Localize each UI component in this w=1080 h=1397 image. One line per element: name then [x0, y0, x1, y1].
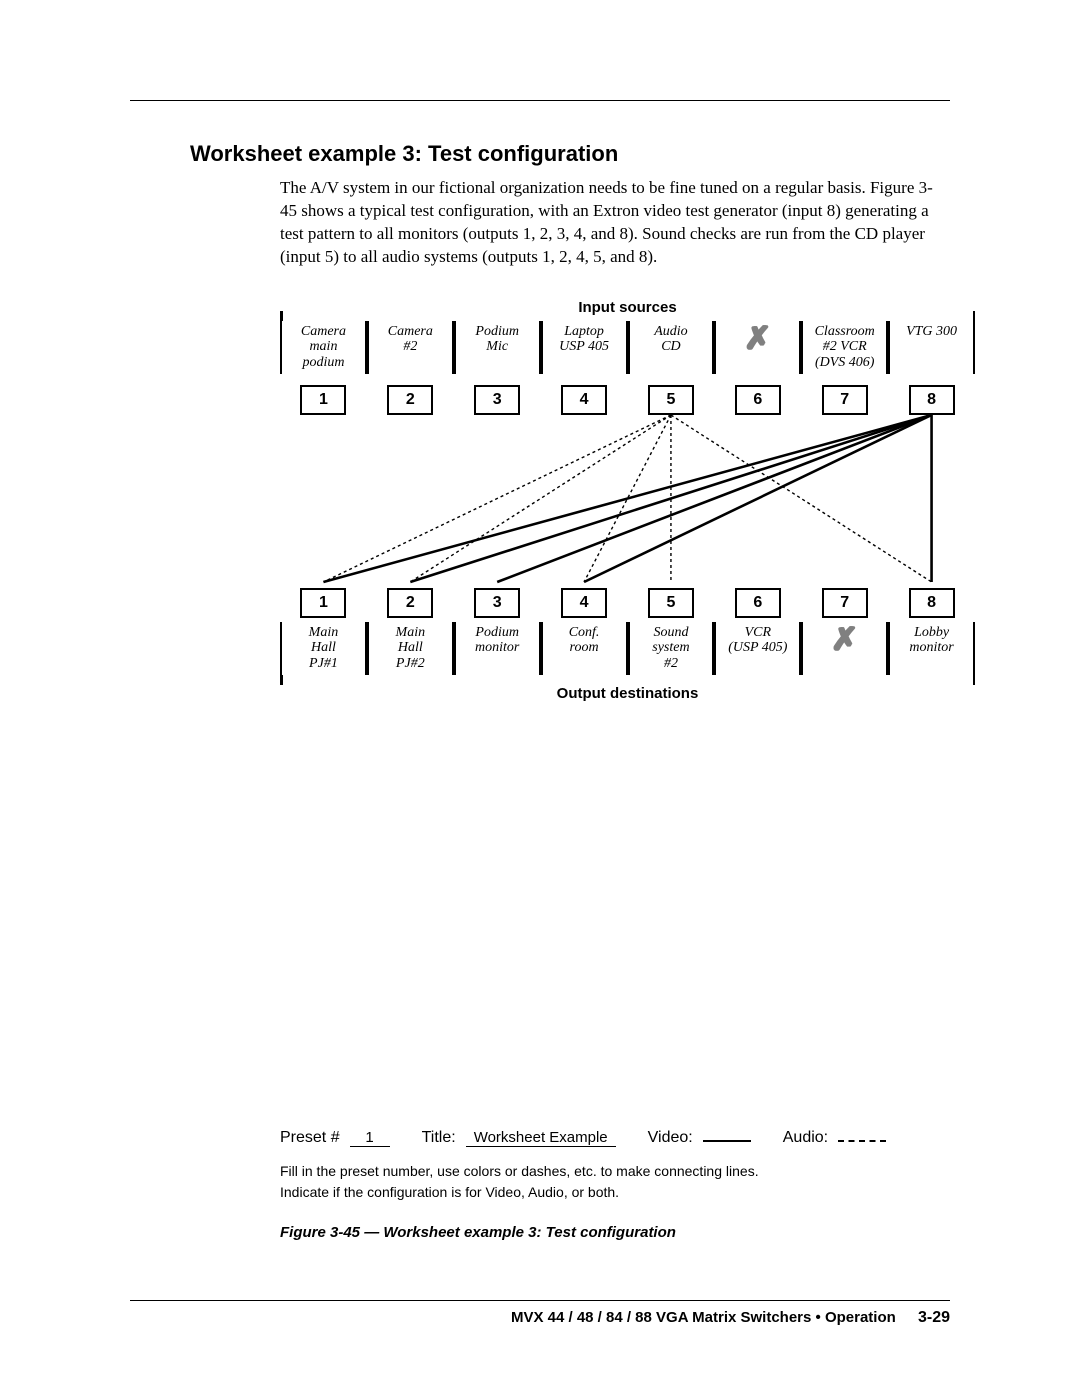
connection-line	[584, 415, 671, 582]
output-label-cell: Sound system #2	[628, 622, 715, 675]
port-number-box: 1	[300, 385, 346, 415]
input-number-cell: 3	[454, 379, 541, 421]
port-number-box: 7	[822, 588, 868, 618]
port-number-box: 6	[735, 588, 781, 618]
port-number-box: 8	[909, 588, 955, 618]
footer-text: MVX 44 / 48 / 84 / 88 VGA Matrix Switche…	[511, 1309, 896, 1326]
input-number-cell: 6	[714, 379, 801, 421]
output-label-cell: Podium monitor	[454, 622, 541, 675]
output-label-cell: Lobby monitor	[888, 622, 975, 675]
input-number-cell: 5	[628, 379, 715, 421]
worksheet-diagram: Input sources Camera main podiumCamera #…	[280, 299, 975, 699]
output-number-cell: 3	[454, 582, 541, 624]
connection-line	[671, 415, 932, 582]
output-label-cell: Main Hall PJ#1	[280, 622, 367, 675]
connection-line	[410, 415, 671, 582]
input-number-cell: 7	[801, 379, 888, 421]
connection-line	[497, 415, 931, 582]
input-number-cell: 4	[541, 379, 628, 421]
input-number-cell: 8	[888, 379, 975, 421]
output-label-cell: Main Hall PJ#2	[367, 622, 454, 675]
output-labels-row: Main Hall PJ#1Main Hall PJ#2Podium monit…	[280, 622, 975, 675]
instructions-text: Fill in the preset number, use colors or…	[280, 1161, 950, 1204]
port-number-box: 5	[648, 385, 694, 415]
x-icon: ✗	[831, 621, 858, 657]
x-icon: ✗	[744, 320, 771, 356]
top-rule	[130, 100, 950, 101]
port-number-box: 5	[648, 588, 694, 618]
port-number-box: 8	[909, 385, 955, 415]
corner-tick	[280, 311, 283, 321]
legend-row: Preset # 1 Title: Worksheet Example Vide…	[280, 1129, 950, 1147]
output-number-cell: 6	[714, 582, 801, 624]
page-number: 3-29	[918, 1309, 950, 1326]
output-label-cell: Conf. room	[541, 622, 628, 675]
title-value: Worksheet Example	[466, 1129, 616, 1147]
section-heading: Worksheet example 3: Test configuration	[190, 141, 950, 167]
output-label-cell: ✗	[801, 622, 888, 675]
page-content: Worksheet example 3: Test configuration …	[130, 100, 950, 1241]
input-label-cell: Camera main podium	[280, 321, 367, 374]
connection-line	[410, 415, 931, 582]
port-number-box: 3	[474, 385, 520, 415]
connection-line	[584, 415, 932, 582]
video-line-icon	[703, 1140, 751, 1142]
page-footer: MVX 44 / 48 / 84 / 88 VGA Matrix Switche…	[130, 1300, 950, 1327]
port-number-box: 7	[822, 385, 868, 415]
output-label-cell: VCR (USP 405)	[714, 622, 801, 675]
corner-tick	[280, 675, 283, 685]
input-label-cell: Podium Mic	[454, 321, 541, 374]
connection-line	[323, 415, 931, 582]
input-number-cell: 2	[367, 379, 454, 421]
title-label: Title:	[422, 1129, 456, 1147]
output-number-cell: 7	[801, 582, 888, 624]
inputs-header: Input sources	[280, 299, 975, 316]
preset-value: 1	[350, 1129, 390, 1147]
input-label-cell: VTG 300	[888, 321, 975, 374]
video-label: Video:	[648, 1129, 693, 1147]
audio-line-icon	[838, 1140, 886, 1142]
port-number-box: 1	[300, 588, 346, 618]
port-number-box: 3	[474, 588, 520, 618]
connection-line	[323, 415, 671, 582]
figure-caption: Figure 3-45 — Worksheet example 3: Test …	[280, 1224, 950, 1241]
output-number-cell: 5	[628, 582, 715, 624]
input-number-cell: 1	[280, 379, 367, 421]
preset-label: Preset #	[280, 1129, 340, 1147]
input-labels-row: Camera main podiumCamera #2Podium MicLap…	[280, 321, 975, 374]
port-number-box: 4	[561, 385, 607, 415]
input-label-cell: Classroom #2 VCR (DVS 406)	[801, 321, 888, 374]
input-label-cell: Audio CD	[628, 321, 715, 374]
input-numbers-row: 1 2 3 4 5 6 7 8	[280, 379, 975, 421]
audio-label: Audio:	[783, 1129, 828, 1147]
body-paragraph: The A/V system in our fictional organiza…	[280, 177, 940, 269]
output-numbers-row: 1 2 3 4 5 6 7 8	[280, 582, 975, 624]
input-label-cell: Camera #2	[367, 321, 454, 374]
corner-tick	[973, 311, 976, 321]
input-label-cell: ✗	[714, 321, 801, 374]
output-number-cell: 1	[280, 582, 367, 624]
outputs-header: Output destinations	[280, 685, 975, 702]
port-number-box: 4	[561, 588, 607, 618]
port-number-box: 6	[735, 385, 781, 415]
corner-tick	[973, 675, 976, 685]
output-number-cell: 2	[367, 582, 454, 624]
input-label-cell: Laptop USP 405	[541, 321, 628, 374]
output-number-cell: 8	[888, 582, 975, 624]
port-number-box: 2	[387, 385, 433, 415]
output-number-cell: 4	[541, 582, 628, 624]
port-number-box: 2	[387, 588, 433, 618]
